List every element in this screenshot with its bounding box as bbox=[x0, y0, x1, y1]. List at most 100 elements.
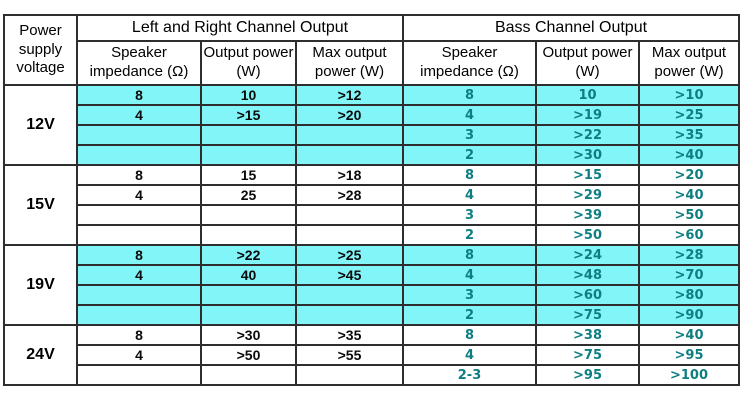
voltage-cell: 24V bbox=[3, 324, 78, 386]
cell-lr-impedance: 8 bbox=[76, 84, 202, 106]
cell-bass-output-power: 10 bbox=[535, 84, 640, 106]
cell-bass-max-output-power: >70 bbox=[637, 264, 741, 286]
cell-bass-max-output-power: >40 bbox=[637, 144, 741, 166]
header-left-right-channel-output: Left and Right Channel Output bbox=[76, 14, 404, 42]
cell-bass-output-power: >60 bbox=[535, 284, 640, 306]
cell-bass-max-output-power: >35 bbox=[637, 124, 741, 146]
cell-bass-output-power: >19 bbox=[535, 104, 640, 126]
cell-lr-impedance bbox=[76, 284, 202, 306]
cell-bass-max-output-power: >95 bbox=[637, 344, 741, 366]
subheader-bass-speaker-impedance: Speaker impedance (Ω) bbox=[402, 40, 537, 86]
cell-lr-output-power bbox=[200, 144, 297, 166]
cell-bass-impedance: 3 bbox=[402, 124, 537, 146]
table-row: 4 >15 >20 4 >19 >25 bbox=[4, 104, 741, 126]
cell-lr-output-power: >22 bbox=[200, 244, 297, 266]
cell-bass-impedance: 4 bbox=[402, 184, 537, 206]
cell-bass-impedance: 2 bbox=[402, 224, 537, 246]
cell-bass-impedance: 8 bbox=[402, 164, 537, 186]
cell-bass-output-power: >50 bbox=[535, 224, 640, 246]
cell-lr-max-output-power: >12 bbox=[295, 84, 404, 106]
cell-lr-output-power bbox=[200, 204, 297, 226]
cell-bass-max-output-power: >90 bbox=[637, 304, 741, 326]
table-row: 4 >50 >55 4 >75 >95 bbox=[4, 344, 741, 366]
cell-bass-output-power: >38 bbox=[535, 324, 640, 346]
voltage-cell: 19V bbox=[3, 244, 78, 326]
cell-bass-output-power: >75 bbox=[535, 304, 640, 326]
cell-lr-max-output-power: >55 bbox=[295, 344, 404, 366]
cell-bass-max-output-power: >80 bbox=[637, 284, 741, 306]
cell-lr-impedance: 4 bbox=[76, 344, 202, 366]
voltage-cell: 12V bbox=[3, 84, 78, 166]
table-row: 2 >30 >40 bbox=[4, 144, 741, 166]
cell-bass-impedance: 8 bbox=[402, 244, 537, 266]
cell-lr-max-output-power bbox=[295, 144, 404, 166]
cell-lr-max-output-power bbox=[295, 224, 404, 246]
cell-lr-output-power: 15 bbox=[200, 164, 297, 186]
cell-bass-output-power: >48 bbox=[535, 264, 640, 286]
cell-bass-max-output-power: >40 bbox=[637, 324, 741, 346]
cell-lr-output-power: 10 bbox=[200, 84, 297, 106]
cell-bass-impedance: 8 bbox=[402, 84, 537, 106]
cell-bass-impedance: 8 bbox=[402, 324, 537, 346]
cell-lr-impedance: 8 bbox=[76, 164, 202, 186]
cell-lr-max-output-power bbox=[295, 204, 404, 226]
subheader-lr-speaker-impedance: Speaker impedance (Ω) bbox=[76, 40, 202, 86]
cell-lr-impedance bbox=[76, 304, 202, 326]
table-row: 19V 8 >22 >25 8 >24 >28 bbox=[3, 244, 741, 326]
cell-lr-max-output-power bbox=[295, 304, 404, 326]
cell-lr-impedance bbox=[76, 224, 202, 246]
cell-bass-output-power: >75 bbox=[535, 344, 640, 366]
output-spec-table: Power supply voltage Left and Right Chan… bbox=[3, 14, 741, 386]
cell-bass-max-output-power: >50 bbox=[637, 204, 741, 226]
table-body: 12V 8 10 >12 8 10 >10 4 >15 >20 4 >19 >25 3 >22 >35 2 >30… bbox=[3, 84, 741, 386]
cell-lr-max-output-power: >20 bbox=[295, 104, 404, 126]
cell-lr-output-power: 40 bbox=[200, 264, 297, 286]
cell-lr-impedance bbox=[76, 144, 202, 166]
cell-lr-impedance: 4 bbox=[76, 104, 202, 126]
cell-bass-output-power: >95 bbox=[535, 364, 640, 386]
cell-lr-output-power: 25 bbox=[200, 184, 297, 206]
cell-lr-max-output-power bbox=[295, 364, 404, 386]
table-row: 24V 8 >30 >35 8 >38 >40 bbox=[3, 324, 741, 386]
cell-bass-max-output-power: >40 bbox=[637, 184, 741, 206]
cell-bass-output-power: >29 bbox=[535, 184, 640, 206]
table-row: 3 >22 >35 bbox=[4, 124, 741, 146]
header-power-supply-voltage: Power supply voltage bbox=[3, 14, 78, 86]
cell-lr-output-power bbox=[200, 124, 297, 146]
cell-lr-output-power: >30 bbox=[200, 324, 297, 346]
cell-bass-impedance: 4 bbox=[402, 264, 537, 286]
table-row: 3 >60 >80 bbox=[4, 284, 741, 306]
cell-lr-max-output-power bbox=[295, 124, 404, 146]
cell-bass-impedance: 4 bbox=[402, 344, 537, 366]
cell-bass-impedance: 2 bbox=[402, 144, 537, 166]
table-group-header-row: Power supply voltage Left and Right Chan… bbox=[3, 14, 741, 86]
subheader-bass-max-output-power: Max output power (W) bbox=[637, 40, 741, 86]
subheader-lr-max-output-power: Max output power (W) bbox=[295, 40, 404, 86]
cell-lr-max-output-power: >28 bbox=[295, 184, 404, 206]
table-row: 4 25 >28 4 >29 >40 bbox=[4, 184, 741, 206]
cell-lr-impedance: 4 bbox=[76, 184, 202, 206]
cell-bass-output-power: >24 bbox=[535, 244, 640, 266]
cell-bass-impedance: 4 bbox=[402, 104, 537, 126]
cell-bass-max-output-power: >28 bbox=[637, 244, 741, 266]
cell-lr-max-output-power bbox=[295, 284, 404, 306]
cell-bass-max-output-power: >20 bbox=[637, 164, 741, 186]
table-row: 3 >39 >50 bbox=[4, 204, 741, 226]
cell-bass-output-power: >39 bbox=[535, 204, 640, 226]
cell-bass-output-power: >15 bbox=[535, 164, 640, 186]
cell-lr-output-power bbox=[200, 224, 297, 246]
table-sub-header-row: Speaker impedance (Ω) Output power (W) M… bbox=[4, 40, 741, 86]
cell-bass-max-output-power: >100 bbox=[637, 364, 741, 386]
table-row: 15V 8 15 >18 8 >15 >20 bbox=[3, 164, 741, 246]
voltage-cell: 15V bbox=[3, 164, 78, 246]
cell-lr-impedance bbox=[76, 204, 202, 226]
cell-lr-output-power: >50 bbox=[200, 344, 297, 366]
cell-lr-max-output-power: >45 bbox=[295, 264, 404, 286]
cell-lr-max-output-power: >35 bbox=[295, 324, 404, 346]
cell-bass-impedance: 3 bbox=[402, 284, 537, 306]
cell-bass-impedance: 2 bbox=[402, 304, 537, 326]
cell-lr-output-power bbox=[200, 284, 297, 306]
table-row: 2-3 >95 >100 bbox=[4, 364, 741, 386]
cell-bass-impedance: 2-3 bbox=[402, 364, 537, 386]
table-row: 2 >75 >90 bbox=[4, 304, 741, 326]
